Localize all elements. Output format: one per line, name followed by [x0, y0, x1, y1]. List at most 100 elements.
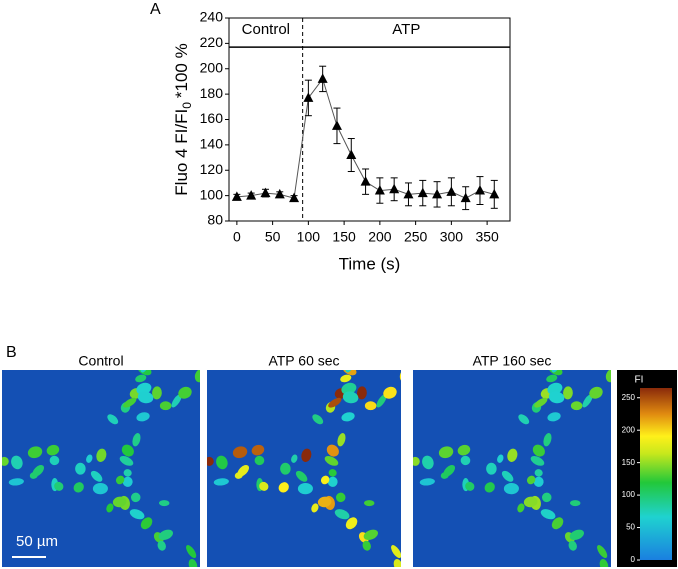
cell	[422, 455, 434, 470]
cell	[486, 462, 497, 475]
cell	[112, 496, 127, 508]
cell	[291, 454, 298, 463]
cell	[335, 492, 346, 503]
cell	[551, 517, 564, 530]
cell	[0, 444, 1, 458]
cell	[312, 414, 324, 425]
cell	[518, 414, 530, 425]
cell	[582, 394, 593, 408]
colorbar-tick-label: 0	[631, 555, 636, 564]
cell	[122, 476, 133, 487]
cell	[533, 476, 544, 487]
cell	[465, 481, 475, 491]
cell	[140, 517, 153, 530]
cell	[135, 374, 147, 383]
cell	[159, 401, 172, 411]
cell	[320, 475, 330, 485]
cell	[232, 446, 248, 459]
cell	[547, 382, 563, 395]
cell	[341, 382, 357, 395]
x-tick-label: 0	[233, 229, 241, 245]
cell	[540, 509, 556, 520]
image-title: Control	[78, 353, 123, 369]
cell	[92, 483, 108, 495]
cell	[605, 370, 611, 383]
y-tick-label: 80	[207, 212, 223, 228]
y-tick-label: 220	[200, 34, 224, 50]
phase-label: ATP	[392, 21, 420, 38]
cell	[11, 455, 23, 470]
y-tick-label: 200	[200, 59, 224, 75]
cell	[75, 462, 86, 475]
marker	[446, 186, 457, 196]
cell	[438, 446, 454, 459]
cell	[340, 374, 352, 383]
x-tick-label: 300	[440, 229, 464, 245]
cell	[158, 529, 173, 541]
cell	[569, 529, 584, 541]
cell	[342, 370, 357, 376]
x-axis-label: Time (s)	[339, 254, 401, 273]
y-tick-label: 100	[200, 186, 224, 202]
colorbar-tick-label: 150	[622, 458, 636, 467]
cell	[543, 433, 552, 447]
cell	[354, 352, 370, 368]
x-tick-label: 150	[332, 229, 356, 245]
y-tick-label: 140	[200, 136, 224, 152]
cell	[503, 483, 519, 495]
marker	[274, 188, 285, 199]
cell	[362, 540, 371, 551]
cell	[90, 470, 103, 482]
cell	[568, 540, 577, 551]
cell	[8, 478, 24, 486]
cell	[123, 469, 132, 477]
cell	[137, 370, 152, 376]
marker	[360, 176, 371, 186]
cell	[178, 386, 192, 399]
cell	[413, 456, 420, 466]
marker	[260, 187, 271, 198]
cell	[171, 394, 182, 408]
marker	[289, 192, 300, 203]
cell	[251, 444, 265, 456]
cell	[115, 475, 125, 485]
marker	[317, 73, 328, 83]
cell	[501, 470, 514, 482]
phase-label: Control	[242, 21, 290, 38]
cell	[254, 455, 265, 466]
x-tick-label: 50	[265, 229, 281, 245]
colorbar-tick-label: 50	[626, 523, 635, 532]
marker	[489, 188, 500, 199]
y-tick-label: 240	[200, 9, 224, 25]
cell-image	[207, 352, 401, 567]
colorbar-tick-label: 250	[622, 393, 636, 402]
cell	[46, 444, 60, 456]
marker	[374, 185, 385, 195]
cell	[345, 517, 358, 530]
cell	[569, 500, 581, 507]
cell	[73, 482, 84, 493]
plot-frame	[228, 17, 511, 222]
cell	[327, 476, 338, 487]
cell	[589, 386, 603, 399]
cell	[186, 545, 197, 559]
cell	[597, 545, 608, 559]
cell	[157, 540, 166, 551]
cell	[534, 469, 543, 477]
cell	[391, 545, 401, 559]
y-tick-label: 160	[200, 110, 224, 126]
cell	[237, 464, 250, 477]
cell	[517, 503, 525, 513]
cell	[107, 414, 119, 425]
cell	[130, 492, 141, 503]
scale-bar-label: 50 µm	[16, 533, 58, 550]
cell	[523, 496, 538, 508]
marker	[417, 187, 428, 198]
cell	[328, 397, 342, 408]
cell	[152, 386, 162, 400]
cell	[541, 492, 552, 503]
cell	[123, 397, 137, 408]
cell	[136, 412, 150, 422]
cell	[32, 464, 45, 477]
cell	[571, 354, 586, 371]
